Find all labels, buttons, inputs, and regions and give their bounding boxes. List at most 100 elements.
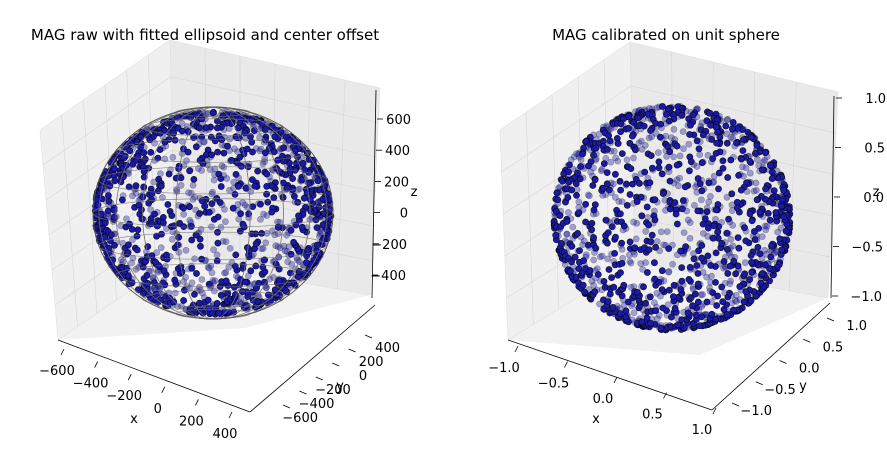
data-point — [678, 316, 686, 323]
data-point — [685, 140, 693, 148]
data-point — [242, 184, 250, 192]
grid-line — [501, 85, 632, 173]
data-point — [753, 196, 761, 204]
data-point — [563, 230, 571, 238]
data-point — [158, 230, 165, 238]
tick-label: 1.0 — [865, 92, 886, 107]
data-point — [270, 194, 278, 202]
data-point — [693, 137, 701, 145]
data-point — [119, 196, 126, 204]
data-point — [573, 191, 580, 199]
data-point — [224, 142, 231, 150]
data-point — [755, 162, 763, 169]
wireframe-outline — [92, 106, 334, 320]
data-point — [630, 309, 638, 317]
data-point — [280, 144, 287, 152]
grid-line — [525, 112, 534, 325]
data-point — [666, 177, 674, 185]
data-point — [720, 264, 727, 272]
data-point — [188, 236, 196, 244]
data-point — [210, 215, 218, 223]
left-x-ticks: −600−400−200 0 200 400 — [39, 348, 237, 442]
data-point — [692, 290, 699, 298]
tick-label: −0.5 — [851, 241, 883, 256]
data-point — [111, 241, 118, 249]
data-point — [604, 298, 612, 305]
data-point — [590, 234, 597, 241]
data-point — [703, 298, 711, 306]
data-point — [705, 198, 713, 206]
data-point — [685, 275, 693, 283]
data-point — [604, 229, 612, 236]
data-point — [718, 283, 726, 291]
data-point — [645, 134, 653, 142]
data-point — [204, 296, 212, 304]
data-point — [706, 109, 713, 117]
data-point — [600, 277, 608, 285]
data-point — [580, 257, 587, 264]
data-point — [319, 195, 327, 203]
data-point — [632, 146, 639, 154]
data-point — [304, 247, 312, 254]
data-point — [295, 212, 302, 220]
data-point — [777, 224, 785, 232]
tick-mark — [161, 386, 166, 393]
data-point — [658, 267, 666, 275]
data-point — [196, 210, 203, 217]
data-point — [760, 158, 767, 166]
data-point — [196, 235, 204, 243]
data-point — [724, 174, 732, 181]
data-point — [753, 186, 760, 194]
data-point — [678, 277, 686, 285]
data-point — [707, 121, 715, 129]
left-title: MAG raw with fitted ellipsoid and center… — [31, 26, 379, 44]
data-point — [629, 180, 636, 188]
data-point — [741, 224, 748, 232]
data-point — [687, 121, 694, 129]
data-point — [591, 288, 599, 296]
data-point — [248, 138, 256, 146]
grid-line — [174, 223, 372, 261]
data-point — [220, 163, 228, 171]
data-point — [723, 311, 731, 319]
data-point — [724, 270, 732, 277]
data-point — [654, 149, 662, 156]
data-point — [262, 136, 269, 144]
data-point — [617, 269, 624, 276]
data-point — [723, 130, 731, 138]
data-point — [190, 175, 198, 183]
data-point — [774, 228, 782, 236]
data-point — [165, 170, 173, 178]
data-point — [609, 303, 617, 311]
data-point — [101, 233, 108, 241]
data-point — [579, 241, 586, 249]
data-point — [171, 276, 179, 284]
data-point — [634, 288, 641, 296]
data-point — [286, 269, 294, 277]
data-point — [607, 158, 615, 166]
right-z-ticks: −1.0 −0.5 0.0 0.5 1.0 — [832, 92, 886, 305]
data-point — [287, 250, 295, 258]
data-point — [588, 226, 595, 234]
data-point — [663, 228, 671, 236]
data-point — [713, 302, 721, 309]
data-point — [205, 208, 213, 216]
data-point — [758, 270, 766, 277]
data-point — [763, 222, 771, 230]
data-point — [221, 308, 229, 316]
tick-label: −400 — [73, 377, 109, 392]
data-point — [768, 242, 775, 250]
right-x-ticks: −1.0 −0.5 0.0 0.5 1.0 — [488, 345, 717, 438]
data-point — [732, 291, 740, 299]
data-point — [657, 120, 665, 128]
data-point — [627, 165, 635, 172]
data-point — [641, 168, 649, 176]
data-point — [655, 311, 663, 319]
data-point — [675, 182, 682, 190]
data-point — [231, 262, 239, 270]
data-point — [653, 238, 661, 245]
data-point — [712, 278, 719, 286]
data-point — [639, 265, 646, 273]
data-point — [105, 197, 113, 205]
data-point — [733, 198, 741, 206]
